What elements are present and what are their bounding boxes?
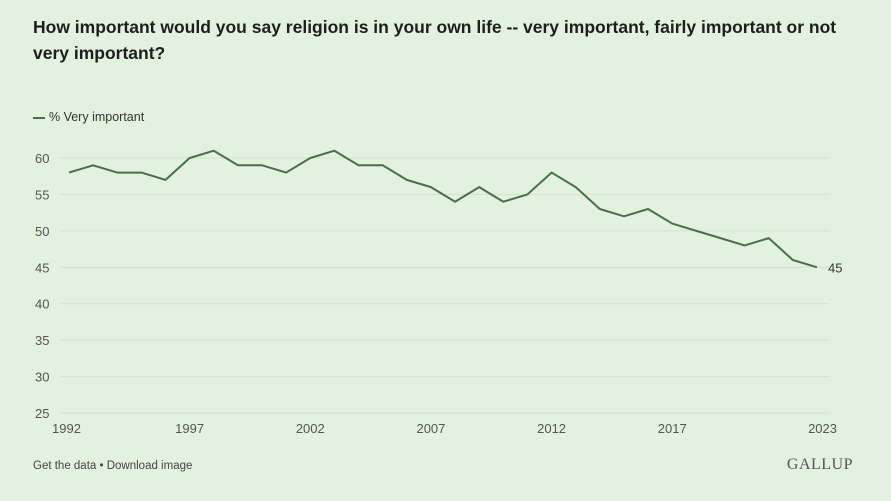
legend-label: % Very important	[49, 110, 145, 124]
footer: Get the data • Download image	[33, 460, 192, 472]
y-tick-label: 40	[35, 297, 49, 312]
gallup-logo: GALLUP	[786, 456, 853, 473]
x-tick-label: 2012	[537, 421, 566, 436]
end-data-label: 45	[828, 260, 842, 275]
get-data-link[interactable]: Get the data	[33, 460, 97, 472]
y-tick-label: 50	[35, 224, 49, 239]
x-tick-label: 2007	[416, 421, 445, 436]
y-tick-label: 45	[35, 260, 49, 275]
series-line	[68, 149, 818, 269]
legend-swatch	[33, 116, 45, 119]
y-tick-label: 35	[35, 333, 49, 348]
x-tick-label: 1992	[52, 421, 81, 436]
download-image-link[interactable]: Download image	[106, 460, 193, 472]
y-tick-label: 30	[35, 370, 49, 385]
y-tick-label: 60	[35, 151, 49, 166]
x-tick-label: 2017	[658, 421, 687, 436]
y-tick-label: 55	[35, 187, 49, 202]
x-tick-label: 1997	[175, 421, 204, 436]
x-tick-label: 2023	[808, 421, 837, 436]
y-tick-label: 25	[35, 406, 49, 421]
separator: •	[96, 460, 107, 472]
line-chart: 25 30 35 40 45 50 55 60 1992 1997 2002 2007 2012 2017…	[35, 149, 842, 436]
x-tick-label: 2002	[296, 421, 325, 436]
legend: % Very important	[33, 110, 144, 124]
chart-title: How important would you say religion is …	[33, 17, 837, 63]
